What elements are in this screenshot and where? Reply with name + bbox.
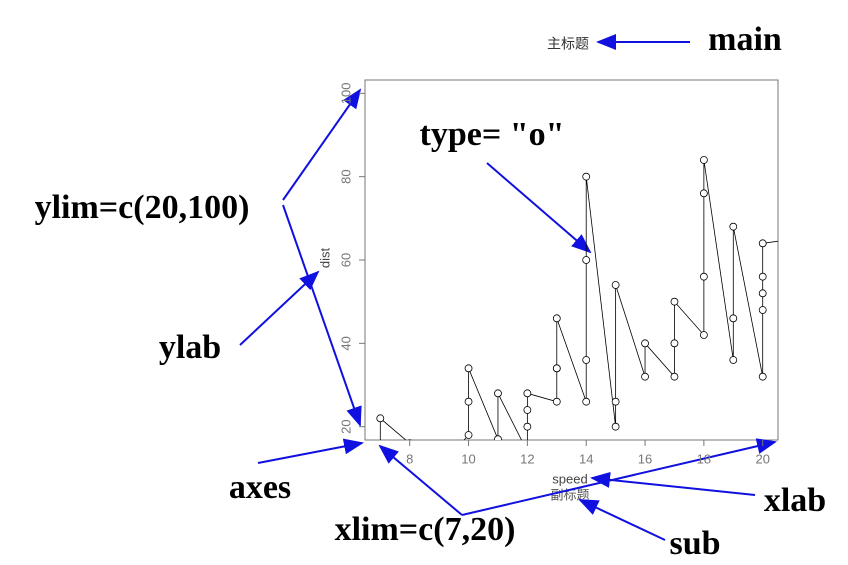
data-point: [494, 389, 502, 398]
y-tick-label: 100: [338, 82, 353, 104]
data-point: [670, 372, 679, 381]
data-point: [464, 364, 473, 373]
data-point: [758, 306, 767, 314]
data-point: [641, 339, 649, 348]
data-point: [582, 397, 591, 406]
x-tick-label: 12: [520, 451, 534, 466]
data-point: [670, 339, 679, 348]
data-point: [641, 372, 649, 381]
plot-data: [376, 156, 825, 497]
data-point: [729, 222, 738, 231]
annotation: ylab: [159, 329, 221, 366]
data-point: [758, 372, 767, 381]
data-point: [523, 406, 532, 414]
data-point: [376, 414, 385, 423]
data-point: [523, 389, 532, 398]
data-point: [699, 331, 708, 339]
data-point: [611, 281, 620, 289]
data-point: [377, 490, 384, 497]
x-tick-label: 10: [461, 451, 475, 466]
annotation: sub: [669, 525, 720, 562]
data-point: [758, 289, 767, 298]
data-point: [699, 156, 708, 164]
data-point: [582, 172, 591, 181]
data-point: [699, 189, 708, 198]
x-tick-label: 20: [755, 451, 769, 466]
y-tick-label: 20: [338, 419, 353, 433]
data-point: [729, 356, 738, 364]
arrows: [239, 34, 777, 541]
data-point: [552, 364, 561, 373]
data-point: [552, 397, 561, 406]
x-tick-label: 16: [638, 451, 652, 466]
data-point: [582, 356, 591, 364]
data-point: [523, 422, 532, 431]
data-line: [379, 159, 778, 440]
data-point: [670, 297, 679, 306]
data-point: [818, 232, 825, 239]
annotation: xlab: [764, 482, 826, 519]
x-tick-label: 18: [697, 451, 711, 466]
data-point: [582, 256, 591, 264]
annotation: xlim=c(7,20): [335, 511, 516, 548]
data-point: [464, 397, 473, 406]
y-tick-label: 60: [338, 253, 353, 267]
data-point: [758, 239, 767, 248]
annotation: axes: [229, 469, 291, 506]
y-tick-label: 80: [338, 169, 353, 183]
data-point: [464, 431, 473, 439]
x-tick-label: 14: [579, 451, 593, 466]
data-point: [611, 397, 620, 406]
data-point: [729, 314, 738, 323]
data-point: [436, 465, 443, 472]
data-point: [611, 422, 620, 431]
y-axis-label: dist: [317, 247, 332, 268]
data-point: [699, 272, 708, 281]
x-tick-label: 8: [406, 451, 413, 466]
data-point: [407, 439, 412, 440]
y-tick-label: 40: [338, 336, 353, 350]
chart-title: 主标题: [547, 36, 589, 52]
annotation: type= "o": [420, 116, 565, 153]
data-point: [552, 314, 561, 323]
data-point: [758, 272, 767, 281]
data-point: [494, 435, 502, 440]
annotation: main: [708, 21, 782, 58]
x-axis-label: speed: [552, 471, 587, 486]
annotation: ylim=c(20,100): [35, 189, 250, 226]
